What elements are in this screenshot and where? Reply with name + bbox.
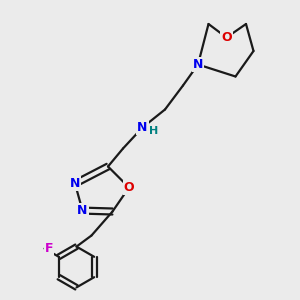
- Text: H: H: [149, 125, 158, 136]
- Text: F: F: [45, 242, 53, 255]
- Text: N: N: [137, 121, 148, 134]
- Text: N: N: [193, 58, 203, 71]
- Text: O: O: [221, 31, 232, 44]
- Text: N: N: [70, 177, 80, 190]
- Text: O: O: [124, 181, 134, 194]
- Text: N: N: [77, 204, 88, 217]
